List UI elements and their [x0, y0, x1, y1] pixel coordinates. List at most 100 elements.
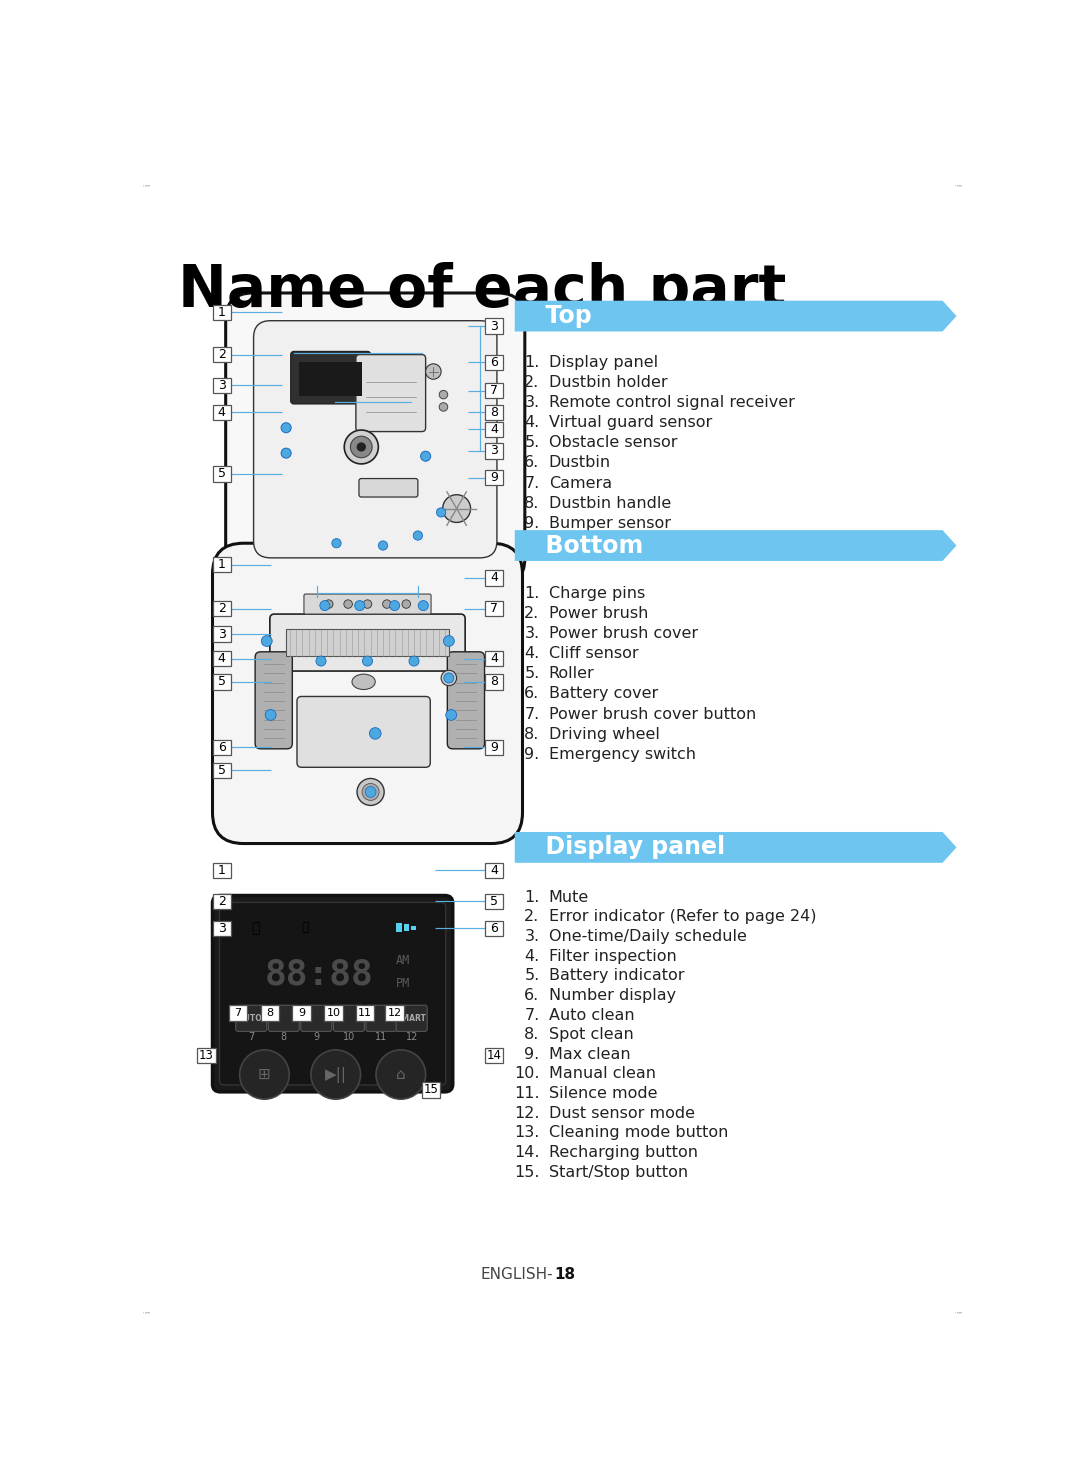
- Text: 14.: 14.: [514, 1145, 540, 1160]
- Text: Charge pins: Charge pins: [549, 586, 645, 600]
- FancyBboxPatch shape: [485, 1047, 503, 1063]
- Circle shape: [369, 728, 381, 740]
- Text: 1.: 1.: [524, 586, 540, 600]
- FancyBboxPatch shape: [422, 1083, 441, 1097]
- FancyBboxPatch shape: [254, 321, 497, 558]
- FancyBboxPatch shape: [268, 1006, 299, 1031]
- Text: 15.: 15.: [514, 1164, 540, 1180]
- Text: 12: 12: [388, 1007, 402, 1018]
- Text: 11: 11: [359, 1007, 373, 1018]
- FancyBboxPatch shape: [229, 1006, 247, 1021]
- Circle shape: [324, 600, 333, 608]
- FancyBboxPatch shape: [396, 923, 402, 932]
- Text: 9: 9: [490, 741, 498, 754]
- FancyBboxPatch shape: [235, 1006, 267, 1031]
- Text: Dustbin holder: Dustbin holder: [549, 374, 667, 390]
- Text: 3: 3: [218, 921, 226, 935]
- FancyBboxPatch shape: [356, 355, 426, 432]
- Circle shape: [354, 600, 365, 611]
- Text: 4.: 4.: [524, 948, 540, 964]
- Circle shape: [402, 600, 410, 608]
- Text: 2.: 2.: [524, 374, 540, 390]
- Text: Error indicator (Refer to page 24): Error indicator (Refer to page 24): [549, 910, 816, 924]
- Text: 5: 5: [218, 763, 226, 776]
- Circle shape: [365, 787, 376, 797]
- Circle shape: [446, 710, 457, 720]
- FancyBboxPatch shape: [485, 862, 503, 879]
- Text: 5.: 5.: [524, 435, 540, 450]
- Circle shape: [343, 600, 352, 608]
- Polygon shape: [515, 833, 957, 862]
- Text: ▶||: ▶||: [325, 1066, 347, 1083]
- FancyBboxPatch shape: [301, 1006, 332, 1031]
- Text: 1: 1: [218, 306, 226, 319]
- FancyBboxPatch shape: [213, 543, 523, 843]
- Text: Power brush: Power brush: [549, 606, 648, 621]
- FancyBboxPatch shape: [485, 383, 503, 398]
- Text: 4: 4: [218, 652, 226, 666]
- FancyBboxPatch shape: [297, 697, 430, 768]
- Text: Name of each part: Name of each part: [177, 262, 786, 319]
- Text: Mute: Mute: [549, 890, 589, 905]
- Circle shape: [311, 1050, 361, 1099]
- FancyBboxPatch shape: [293, 1006, 311, 1021]
- Circle shape: [390, 600, 400, 611]
- FancyBboxPatch shape: [213, 600, 231, 617]
- Text: 13.: 13.: [514, 1126, 540, 1140]
- Text: 6: 6: [218, 741, 226, 754]
- Ellipse shape: [357, 778, 384, 806]
- Text: Cleaning mode button: Cleaning mode button: [549, 1126, 728, 1140]
- Text: Bottom: Bottom: [529, 534, 643, 558]
- Text: Dust sensor mode: Dust sensor mode: [549, 1106, 694, 1121]
- FancyBboxPatch shape: [404, 924, 409, 932]
- Circle shape: [356, 442, 366, 451]
- Text: 5: 5: [218, 676, 226, 688]
- Text: 1.: 1.: [524, 890, 540, 905]
- Text: 3.: 3.: [525, 395, 540, 410]
- Text: 2.: 2.: [524, 910, 540, 924]
- Text: Driving wheel: Driving wheel: [549, 726, 660, 742]
- Text: 4: 4: [490, 571, 498, 584]
- FancyBboxPatch shape: [485, 740, 503, 754]
- Text: 7.: 7.: [524, 707, 540, 722]
- Text: 7.: 7.: [524, 1007, 540, 1022]
- Text: Dustbin: Dustbin: [549, 456, 611, 470]
- Text: 8.: 8.: [524, 726, 540, 742]
- Circle shape: [441, 670, 457, 686]
- Text: 3: 3: [490, 319, 498, 333]
- FancyBboxPatch shape: [213, 405, 231, 420]
- Circle shape: [376, 1050, 426, 1099]
- Circle shape: [345, 430, 378, 464]
- Circle shape: [240, 1050, 289, 1099]
- Text: 8: 8: [267, 1007, 273, 1018]
- FancyBboxPatch shape: [213, 305, 231, 319]
- Circle shape: [440, 402, 448, 411]
- FancyBboxPatch shape: [485, 355, 503, 370]
- FancyBboxPatch shape: [270, 614, 465, 671]
- Circle shape: [281, 448, 292, 458]
- FancyBboxPatch shape: [485, 600, 503, 617]
- Text: Top: Top: [529, 305, 592, 328]
- Text: Display panel: Display panel: [529, 836, 725, 859]
- Text: Bumper sensor: Bumper sensor: [549, 516, 671, 531]
- Text: 10: 10: [342, 1032, 355, 1041]
- FancyBboxPatch shape: [447, 652, 485, 748]
- Text: 4.: 4.: [524, 416, 540, 430]
- Text: 8: 8: [490, 676, 498, 688]
- Text: Battery cover: Battery cover: [549, 686, 658, 701]
- Text: Start/Stop button: Start/Stop button: [549, 1164, 688, 1180]
- Text: Silence mode: Silence mode: [549, 1086, 658, 1100]
- Text: 3: 3: [218, 379, 226, 392]
- FancyBboxPatch shape: [213, 466, 231, 482]
- Circle shape: [363, 600, 372, 608]
- Text: ⊞: ⊞: [258, 1066, 271, 1083]
- Circle shape: [378, 541, 388, 550]
- Polygon shape: [515, 300, 957, 331]
- Text: 7.: 7.: [524, 476, 540, 491]
- Text: Cliff sensor: Cliff sensor: [549, 646, 638, 661]
- FancyBboxPatch shape: [213, 348, 231, 362]
- Text: 7: 7: [234, 1007, 242, 1018]
- Circle shape: [409, 657, 419, 666]
- Circle shape: [363, 657, 373, 666]
- FancyBboxPatch shape: [219, 902, 446, 1086]
